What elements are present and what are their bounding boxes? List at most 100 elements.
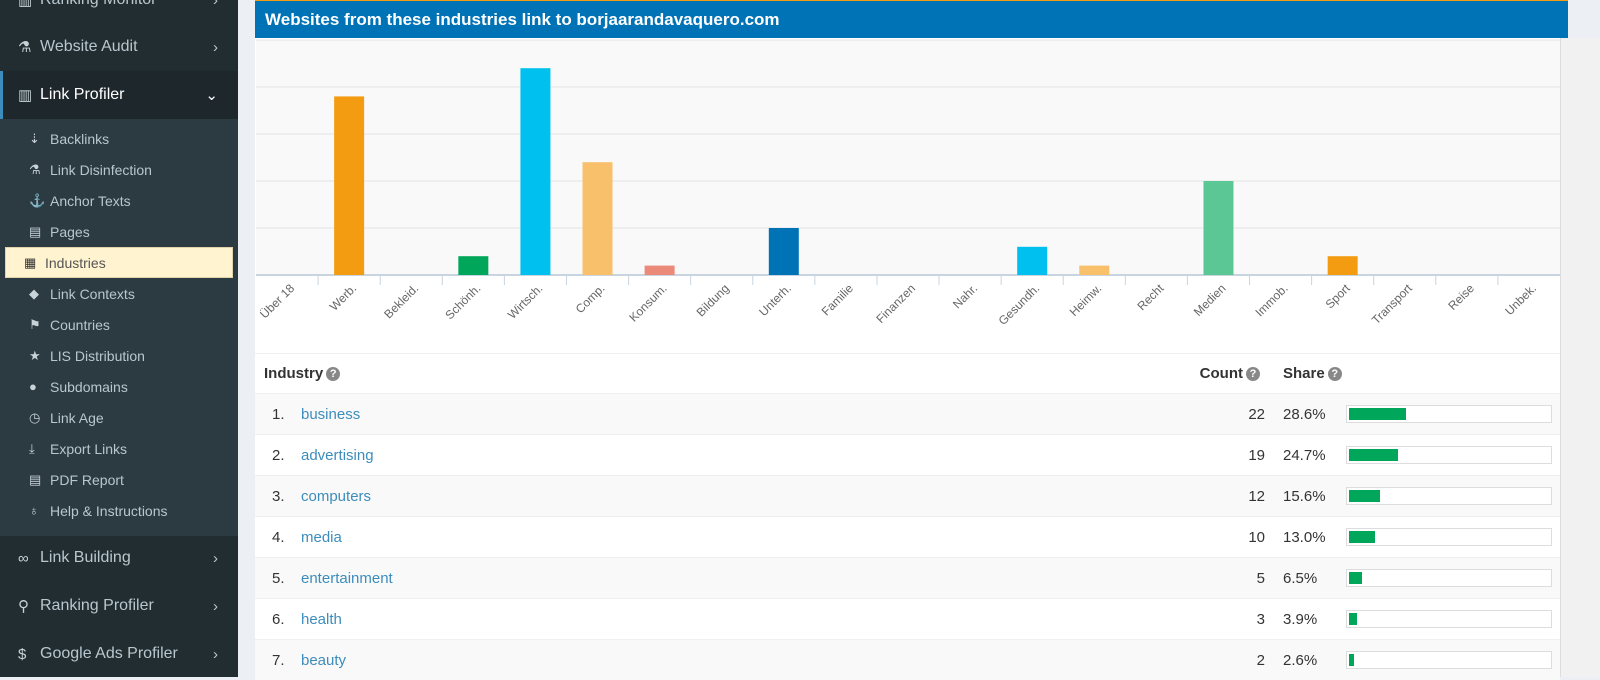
bar-wirtsch[interactable] bbox=[520, 68, 551, 275]
sidebar-item-export-links[interactable]: ⤓ Export Links bbox=[5, 433, 233, 464]
bar-werb[interactable] bbox=[334, 96, 365, 276]
x-tick-label: Transport bbox=[1369, 281, 1415, 327]
bar-sch-nh[interactable] bbox=[458, 256, 489, 275]
industry-link[interactable]: computers bbox=[301, 487, 372, 505]
sidebar-item-pdf-report[interactable]: ▤ PDF Report bbox=[5, 464, 233, 495]
x-tick-label: Unterh. bbox=[756, 281, 794, 319]
help-icon[interactable]: ? bbox=[1327, 367, 1342, 381]
industry-link[interactable]: health bbox=[301, 610, 342, 628]
industry-link[interactable]: entertainment bbox=[301, 569, 393, 587]
sidebar-item-anchor-texts[interactable]: ⚓ Anchor Texts bbox=[5, 185, 233, 216]
bar-heimw[interactable] bbox=[1079, 265, 1110, 275]
sidebar-item-link-building[interactable]: ∞ Link Building › bbox=[0, 534, 238, 582]
industries-table: Industry? Count? Share? 1. business 22 2… bbox=[255, 353, 1560, 680]
building-icon: ▦ bbox=[24, 254, 37, 270]
rank: 4. bbox=[272, 528, 285, 546]
share-bar-fill bbox=[1349, 572, 1362, 584]
sidebar-item-link-disinfection[interactable]: ⚗ Link Disinfection bbox=[5, 154, 233, 185]
x-tick-label: Finanzen bbox=[873, 281, 918, 326]
share: 15.6% bbox=[1283, 487, 1326, 505]
rank: 1. bbox=[272, 405, 285, 423]
sidebar-item-subdomains[interactable]: ● Subdomains bbox=[5, 371, 233, 402]
count: 19 bbox=[1248, 446, 1265, 464]
sidebar-item-countries[interactable]: ⚑ Countries bbox=[5, 309, 233, 340]
file-icon: ▤ bbox=[29, 471, 42, 487]
count: 5 bbox=[1256, 569, 1265, 587]
sidebar-item-link-profiler[interactable]: ▥ Link Profiler ⌄ bbox=[0, 71, 238, 119]
sidebar-item-lis-distribution[interactable]: ★ LIS Distribution bbox=[5, 340, 233, 371]
scrollbar[interactable] bbox=[1560, 38, 1600, 677]
sidebar-item-label: Help & Instructions bbox=[50, 502, 168, 519]
bar-chart-icon: ▥ bbox=[18, 0, 33, 9]
industry-link[interactable]: beauty bbox=[301, 651, 347, 669]
table-row: 3. computers 12 15.6% bbox=[255, 475, 1560, 516]
bar-konsum[interactable] bbox=[644, 265, 675, 275]
help-icon[interactable]: ? bbox=[1246, 367, 1260, 381]
link-profiler-submenu: ⇣ Backlinks ⚗ Link Disinfection ⚓ Anchor Text… bbox=[0, 119, 238, 536]
sidebar-item-label: PDF Report bbox=[50, 471, 124, 488]
table-header: Industry? Count? Share? bbox=[255, 353, 1560, 393]
table-row: 5. entertainment 5 6.5% bbox=[255, 557, 1560, 598]
sidebar-item-label: Anchor Texts bbox=[50, 192, 131, 209]
sidebar-item-label: Backlinks bbox=[50, 130, 110, 147]
bar-chart-icon: ▥ bbox=[18, 87, 33, 104]
x-tick-label: Sport bbox=[1323, 281, 1354, 312]
sidebar: ▥ Ranking Monitor › ⚗ Website Audit › ▥ Link Pr… bbox=[0, 0, 238, 677]
x-tick-label: Unbek. bbox=[1502, 281, 1539, 318]
industry-link[interactable]: advertising bbox=[301, 446, 374, 464]
sidebar-item-link-age[interactable]: ◷ Link Age bbox=[5, 402, 233, 433]
sidebar-item-help-instructions[interactable]: ♁ Help & Instructions bbox=[5, 495, 233, 526]
industry-header[interactable]: Industry? bbox=[264, 365, 341, 382]
industries-bar-chart: Über 18 Werb. Bekleid. Schönh. Wirtsch. Comp.… bbox=[256, 39, 1560, 328]
sidebar-item-link-contexts[interactable]: ◆ Link Contexts bbox=[5, 278, 233, 309]
industry-link[interactable]: business bbox=[301, 405, 361, 423]
count: 2 bbox=[1256, 651, 1265, 669]
bar-sport[interactable] bbox=[1327, 256, 1358, 275]
share-bar bbox=[1346, 528, 1552, 546]
sidebar-item-label: Pages bbox=[50, 223, 90, 240]
count: 12 bbox=[1248, 487, 1265, 505]
bar-unterh[interactable] bbox=[768, 228, 799, 275]
chevron-right-icon: › bbox=[213, 645, 218, 663]
share-header-label: Share bbox=[1283, 365, 1325, 382]
industry-header-label: Industry bbox=[264, 365, 324, 382]
x-tick-label: Comp. bbox=[573, 281, 608, 316]
sidebar-item-google-ads-profiler[interactable]: $ Google Ads Profiler › bbox=[0, 630, 238, 678]
share-bar-fill bbox=[1349, 654, 1355, 666]
count-header[interactable]: Count? bbox=[1200, 365, 1260, 382]
download-icon: ⤓ bbox=[29, 440, 35, 456]
x-tick-label: Schönh. bbox=[442, 281, 483, 322]
bar-medien[interactable] bbox=[1203, 181, 1234, 275]
sidebar-item-pages[interactable]: ▤ Pages bbox=[5, 216, 233, 247]
share-header[interactable]: Share? bbox=[1283, 365, 1342, 382]
industry-link[interactable]: media bbox=[301, 528, 342, 546]
sidebar-item-label: Ranking Monitor bbox=[40, 0, 157, 9]
sidebar-item-website-audit[interactable]: ⚗ Website Audit › bbox=[0, 23, 238, 71]
sidebar-item-ranking-profiler[interactable]: ⚲ Ranking Profiler › bbox=[0, 582, 238, 630]
x-tick-label: Recht bbox=[1134, 281, 1167, 314]
sidebar-item-label: Subdomains bbox=[50, 378, 128, 395]
bar-comp[interactable] bbox=[582, 162, 613, 275]
file-icon: ▤ bbox=[29, 223, 42, 239]
sidebar-item-industries[interactable]: ▦ Industries bbox=[5, 247, 233, 278]
share-bar bbox=[1346, 487, 1552, 505]
table-row: 1. business 22 28.6% bbox=[255, 393, 1560, 434]
x-tick-label: Immob. bbox=[1252, 281, 1290, 319]
help-icon[interactable]: ? bbox=[326, 367, 341, 381]
sidebar-item-label: Ranking Profiler bbox=[40, 597, 154, 614]
tags-icon: ◆ bbox=[29, 285, 39, 301]
rank: 5. bbox=[272, 569, 285, 587]
share-bar bbox=[1346, 651, 1552, 669]
sidebar-item-label: Countries bbox=[50, 316, 110, 333]
star-icon: ★ bbox=[29, 347, 41, 363]
chevron-right-icon: › bbox=[213, 0, 218, 9]
rank: 6. bbox=[272, 610, 285, 628]
chevron-down-icon: ⌄ bbox=[205, 87, 218, 104]
industries-panel: Websites from these industries link to b… bbox=[255, 0, 1568, 680]
sidebar-item-backlinks[interactable]: ⇣ Backlinks bbox=[5, 123, 233, 154]
rank: 3. bbox=[272, 487, 285, 505]
share-bar-fill bbox=[1349, 613, 1357, 625]
sidebar-item-label: Website Audit bbox=[40, 38, 138, 55]
sidebar-item-ranking-monitor[interactable]: ▥ Ranking Monitor › bbox=[0, 0, 238, 24]
bar-gesundh[interactable] bbox=[1017, 246, 1048, 275]
